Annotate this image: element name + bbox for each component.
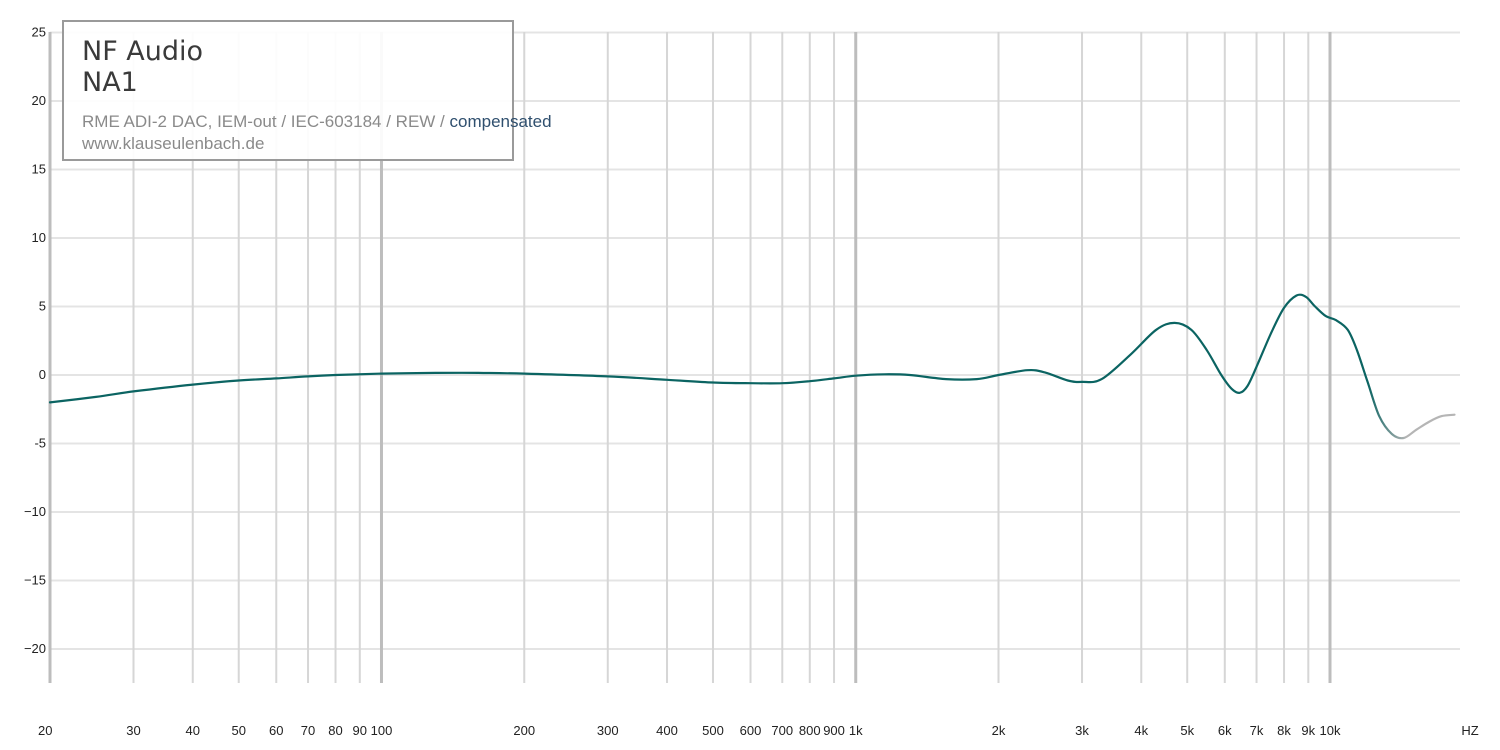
y-tick-label: 25 (32, 25, 46, 40)
x-axis-unit-label: HZ (1461, 723, 1478, 738)
y-tick-label: −20 (24, 641, 46, 656)
y-tick-label: -5 (34, 436, 46, 451)
y-axis-ticks: 25 20 15 10 5 0 -5 −10 −15 −20 (24, 25, 46, 657)
x-tick-label: 600 (740, 723, 762, 738)
x-tick-label: 900 (823, 723, 845, 738)
y-tick-label: −15 (24, 573, 46, 588)
y-tick-label: 10 (32, 230, 46, 245)
legend-box: NF Audio NA1 RME ADI-2 DAC, IEM-out / IE… (62, 20, 552, 161)
x-tick-label: 10k (1320, 723, 1341, 738)
x-tick-label: 40 (186, 723, 200, 738)
legend-website: www.klauseulenbach.de (82, 134, 265, 153)
x-tick-label: 100 (371, 723, 393, 738)
y-tick-label: 20 (32, 93, 46, 108)
x-tick-label: 8k (1277, 723, 1291, 738)
x-tick-label: 5k (1180, 723, 1194, 738)
x-tick-label: 6k (1218, 723, 1232, 738)
x-tick-label: 400 (656, 723, 678, 738)
x-tick-label: 30 (126, 723, 140, 738)
x-tick-label: 700 (771, 723, 793, 738)
x-tick-label: 90 (353, 723, 367, 738)
x-tick-label: 80 (328, 723, 342, 738)
x-tick-label: 2k (992, 723, 1006, 738)
y-tick-label: 5 (39, 299, 46, 314)
x-tick-label: 300 (597, 723, 619, 738)
x-tick-label: 500 (702, 723, 724, 738)
y-tick-label: 0 (39, 367, 46, 382)
x-tick-label: 60 (269, 723, 283, 738)
legend-compensated-label: compensated (449, 112, 552, 131)
x-tick-label: 50 (231, 723, 245, 738)
x-tick-label: 3k (1075, 723, 1089, 738)
legend-model: NA1 (82, 67, 138, 98)
x-tick-label: 200 (513, 723, 535, 738)
series-line (48, 293, 1456, 440)
x-tick-label: 4k (1134, 723, 1148, 738)
x-tick-label: 1k (849, 723, 863, 738)
legend-brand: NF Audio (82, 36, 204, 67)
response-curve (48, 293, 1456, 440)
x-tick-label: 800 (799, 723, 821, 738)
y-tick-label: −10 (24, 504, 46, 519)
x-tick-label: 7k (1250, 723, 1264, 738)
x-tick-label: 70 (301, 723, 315, 738)
y-tick-label: 15 (32, 162, 46, 177)
x-tick-label: 20 (38, 723, 52, 738)
legend-measurement-info: RME ADI-2 DAC, IEM-out / IEC-603184 / RE… (82, 112, 552, 132)
x-tick-label: 9k (1301, 723, 1315, 738)
x-axis-ticks: 20 30 40 50 60 70 80 90 100 200 300 400 500 600 700 800… (38, 723, 1341, 738)
legend-meta-prefix: RME ADI-2 DAC, IEM-out / IEC-603184 / RE… (82, 112, 450, 131)
